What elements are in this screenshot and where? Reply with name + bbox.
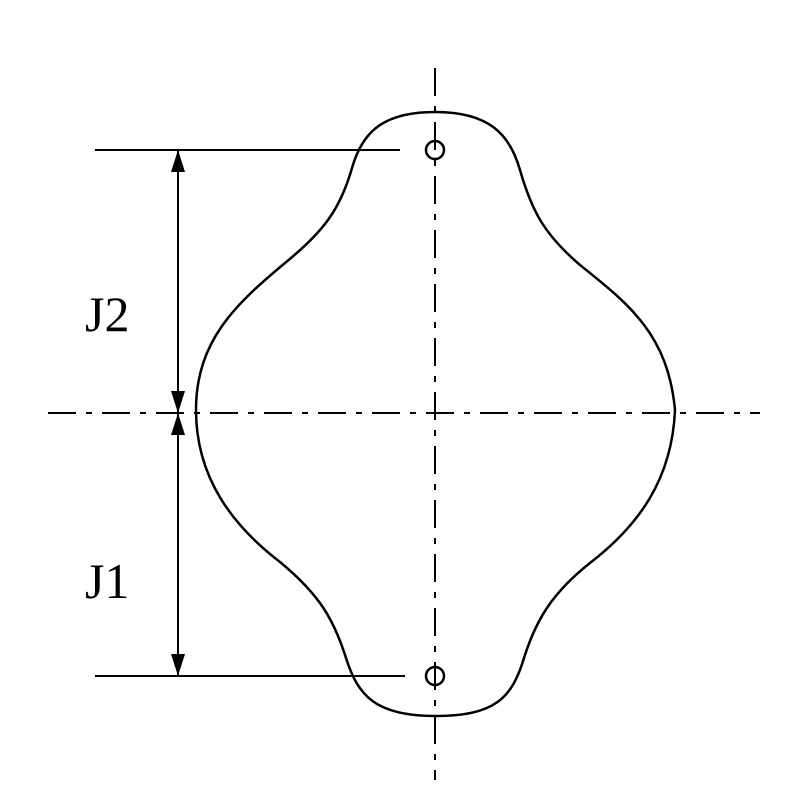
technical-drawing bbox=[0, 0, 800, 800]
diagram-stage: J2 J1 bbox=[0, 0, 800, 800]
dimension-label-j1: J1 bbox=[85, 552, 129, 610]
dimension-label-j2: J2 bbox=[85, 285, 129, 343]
